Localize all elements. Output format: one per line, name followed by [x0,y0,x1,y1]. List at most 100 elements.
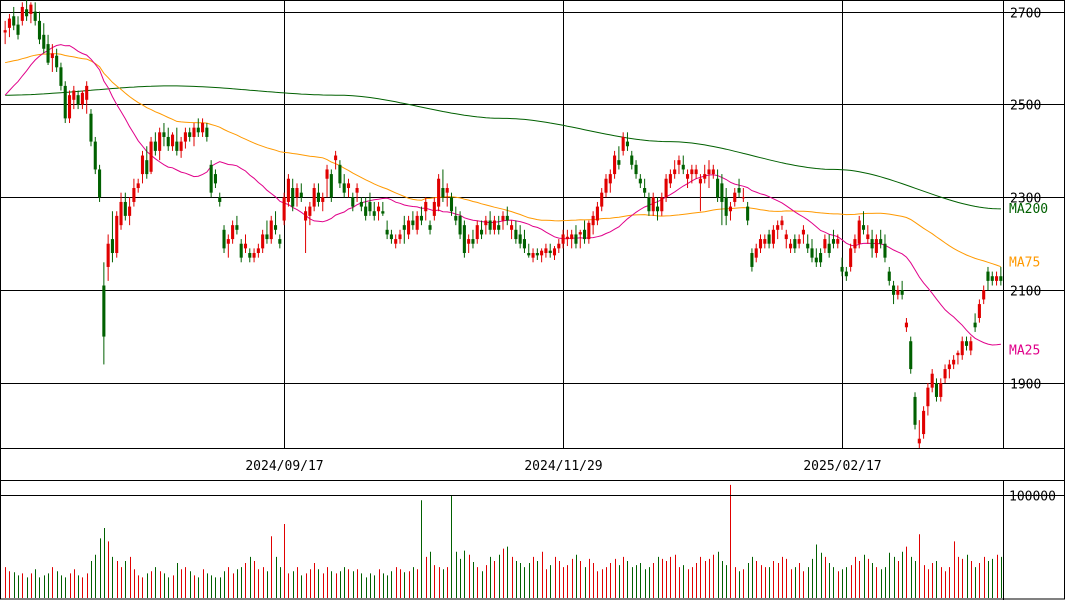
candle [3,20,7,45]
candle-body [887,271,891,281]
candle-body [415,215,419,230]
candle-body [299,192,303,198]
candle [647,192,651,216]
candle [501,211,505,230]
candle [196,118,200,137]
candle [492,215,496,235]
candle-body [552,248,557,256]
candle-body [514,229,518,240]
candle-body [231,225,235,240]
candle [183,127,187,149]
candle-body [801,229,805,235]
candle [819,248,823,267]
candlestick-series [3,0,1003,448]
candle [681,155,685,175]
candle [115,211,119,258]
candle-body [153,141,157,151]
candle-body [170,134,175,147]
candle [806,234,810,254]
candle [758,234,763,254]
candle-body [29,4,33,14]
candle [831,229,836,249]
candle-body [441,188,445,198]
candle [565,229,569,247]
candle [853,234,857,254]
candle [286,174,290,207]
candle-body [256,248,260,254]
candle-body [522,239,527,249]
candle [381,201,385,216]
ma-legend-labels: MA200 MA75 MA25 [1009,202,1048,358]
candle [12,6,16,31]
candle [312,183,316,212]
date-tick-label: 2024/11/29 [524,459,602,474]
candle [660,192,664,216]
candle [608,169,612,193]
candle-body [544,248,548,254]
date-tick-label: 2025/02/17 [803,459,881,474]
candle [956,350,960,365]
date-tick-label: 2024/09/17 [245,459,323,474]
candle [750,248,754,272]
candle-body [750,253,754,267]
candle-body [831,239,836,244]
candle-body [574,234,578,244]
candle [239,239,243,263]
ma75-line [4,53,1002,268]
candle-body [351,197,355,207]
candle [724,188,728,226]
candle-body [943,369,947,379]
candle [334,150,338,170]
candle-body [295,188,299,198]
candle [892,280,896,305]
candle [801,225,805,244]
volume-tick-label: 100000 [1009,490,1056,505]
candle [265,220,269,244]
candle [261,229,265,254]
candle [467,234,471,254]
candle [248,248,252,263]
candle-body [46,44,50,63]
candle-body [939,383,943,397]
candle-body [660,197,664,212]
candle [46,34,50,65]
candle-body [428,225,432,230]
candle-body [454,215,458,221]
candle [252,248,256,263]
candle-body [149,141,153,172]
price-grid [0,0,1065,448]
candle [879,229,883,249]
candle-body [527,253,531,256]
candle-body [166,136,170,147]
candle [372,201,376,221]
candle-body [394,239,398,244]
candle-body [686,174,690,179]
candle [510,220,514,240]
candle-body [677,160,681,165]
candle-body [501,215,505,221]
candle-body [316,192,320,202]
candle-body [20,6,24,21]
candle-body [188,132,192,137]
candle-body [458,215,462,235]
candle [793,234,797,254]
candle-body [595,206,599,221]
candle-body [823,239,827,249]
candle [359,197,363,212]
candle-body [402,225,406,230]
candle-body [681,164,685,170]
candle-body [930,373,934,388]
candle [63,81,67,124]
candle-body [896,290,900,295]
candle [355,183,359,202]
candle-body [338,164,342,184]
candle-body [93,141,97,170]
candle [218,192,222,207]
candle [578,229,582,249]
candle-body [913,396,917,425]
candle [823,234,827,254]
candle [960,336,964,360]
candle-body [570,234,574,240]
candle-body [934,383,939,397]
candle-body [909,341,913,370]
